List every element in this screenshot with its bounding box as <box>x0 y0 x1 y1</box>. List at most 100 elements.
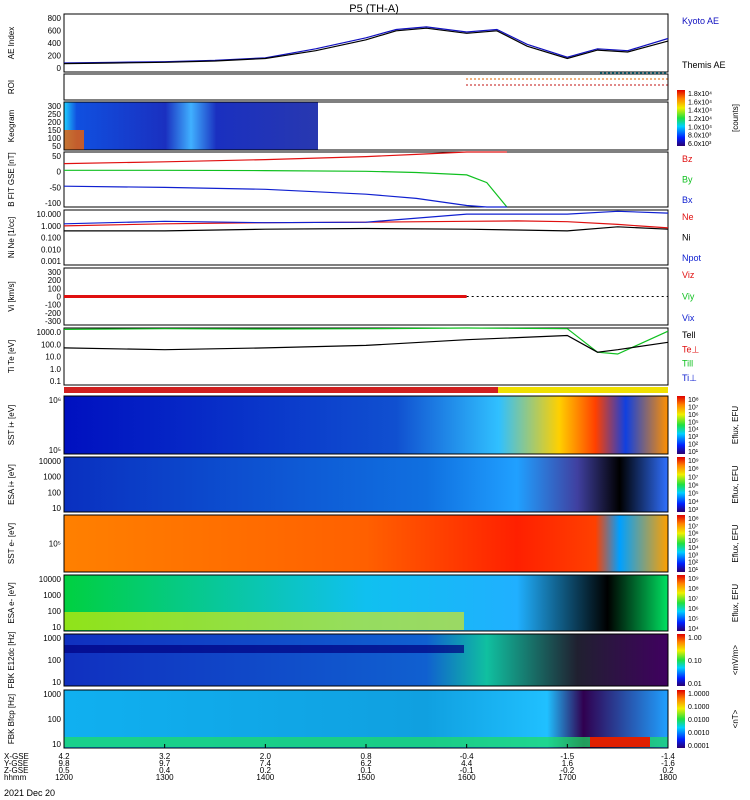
fbk-b-colorbar-tick: 0.1000 <box>688 704 710 711</box>
sst-e-colorbar-tick: 10⁴ <box>688 545 699 552</box>
temperature-ylabel: Ti Te [eV] <box>7 340 16 373</box>
sst-e-ylabel: SST e- [eV] <box>7 523 16 564</box>
density-legend-entry: Ne <box>682 212 694 222</box>
esa-electron-band <box>64 612 464 630</box>
density-ylabel: Ni Ne [1/cc] <box>7 217 16 258</box>
bfield-series-by <box>64 169 508 208</box>
esa-i-colorbar-tick: 10³ <box>688 507 699 514</box>
esa-i-ytick: 100 <box>48 488 62 497</box>
fbk-b-band <box>64 737 668 747</box>
sst-e-colorbar-tick: 10¹ <box>688 567 699 574</box>
bfield-legend-entry: By <box>682 175 693 185</box>
keogram-colorbar-tick: 6.0x10³ <box>688 141 712 148</box>
velocity-ytick: -100 <box>45 301 62 310</box>
density-ytick: 10.000 <box>37 210 62 219</box>
bfield-legend-entry: Bz <box>682 154 693 164</box>
esa-i-colorbar-tick: 10⁹ <box>688 458 699 465</box>
esa-i-ytick: 1000 <box>43 473 61 482</box>
esa-e-colorbar-tick: 10⁸ <box>688 586 699 593</box>
sst-e-colorbar-tick: 10² <box>688 560 699 567</box>
esa-electron-colorbar <box>677 575 685 631</box>
esa-e-colorbar-tick: 10⁵ <box>688 616 699 623</box>
sst-e-ytick: 10⁵ <box>49 540 61 549</box>
roi-frame <box>63 73 669 101</box>
fbk-e-colorbar-tick: 1.00 <box>688 635 702 642</box>
xaxis-tick-label: 1700 <box>558 773 576 782</box>
esa-e-ytick: 10000 <box>39 575 62 584</box>
temperature-ytick: 10.0 <box>45 353 61 362</box>
keogram-edge <box>64 130 84 150</box>
velocity-ytick: 200 <box>48 276 62 285</box>
sst-i-colorbar-label: Eflux, EFU <box>731 406 740 444</box>
keogram-ytick: 50 <box>52 142 61 151</box>
sst-e-colorbar-tick: 10⁵ <box>688 538 699 545</box>
sst-ion-colorbar <box>677 396 685 454</box>
sst-i-colorbar-tick: 10³ <box>688 434 699 441</box>
keogram-colorbar-tick: 1.2x10⁴ <box>688 116 712 123</box>
esa-e-frame <box>63 574 669 632</box>
esa-i-ylabel: ESA i+ [eV] <box>7 464 16 505</box>
sst-i-colorbar-tick: 10⁵ <box>688 419 699 426</box>
fbk-e-spectrogram <box>64 634 668 686</box>
keogram-colorbar-tick: 1.8x10⁴ <box>688 91 712 98</box>
sst-i-colorbar-tick: 10⁴ <box>688 427 699 434</box>
ae-ytick: 400 <box>48 39 62 48</box>
sst-e-colorbar-tick: 10⁸ <box>688 516 699 523</box>
data-curves <box>63 26 669 355</box>
fbk-b-ytick: 1000 <box>43 690 61 699</box>
xaxis-tick-label: 1500 <box>357 773 375 782</box>
xaxis-tick-label: 7.4 <box>260 759 272 768</box>
ae-series-themis-ae <box>63 27 669 65</box>
mode-bar <box>64 387 498 393</box>
velocity-legend-entry: Vix <box>682 313 695 323</box>
velocity-ytick: 0 <box>57 293 62 302</box>
xaxis-tick-label: 1800 <box>659 773 677 782</box>
xaxis-tick-label: 0.8 <box>360 752 372 761</box>
keogram-image <box>64 102 318 150</box>
sst-electron-colorbar <box>677 515 685 572</box>
sst-e-colorbar-tick: 10⁷ <box>688 523 699 530</box>
velocity-legend-entry: Viz <box>682 270 695 280</box>
temperature-legend-entry: Till <box>682 359 693 369</box>
ae-ytick: 0 <box>57 64 62 73</box>
esa-i-ytick: 10 <box>52 504 61 513</box>
xaxis-tick-label: 1400 <box>256 773 274 782</box>
xaxis-row-label: Y-GSE <box>4 759 28 768</box>
xaxis-tick-label: 2.0 <box>260 752 272 761</box>
esa-e-colorbar-tick: 10⁹ <box>688 576 699 583</box>
xaxis-tick-label: -0.2 <box>560 766 574 775</box>
sst-i-colorbar-tick: 10² <box>688 442 699 449</box>
keogram-ylabel: Keogram <box>7 109 16 142</box>
keogram-ytick: 200 <box>48 118 62 127</box>
xaxis-tick-label: 4.4 <box>461 759 473 768</box>
xaxis-tick-label: -1.5 <box>560 752 574 761</box>
xaxis-row-label: X-GSE <box>4 752 29 761</box>
sst-ion-spectrogram <box>64 396 668 454</box>
esa-ion-colorbar <box>677 457 685 512</box>
esa-i-colorbar-label: Eflux, EFU <box>731 465 740 503</box>
ae-series-kyoto-ae <box>63 26 669 64</box>
keogram-colorbar-label: [counts] <box>731 104 740 132</box>
sst-i-ytick: 10⁵ <box>49 446 61 455</box>
fbk-b-colorbar-tick: 0.0001 <box>688 743 710 750</box>
axis-labels: AE Index 800 600 400 200 0 Kyoto AE Themis AE RO… <box>4 14 740 782</box>
xaxis-tick-label: 0.1 <box>360 766 372 775</box>
xaxis-tick-label: -0.4 <box>460 752 474 761</box>
keogram-colorbar <box>677 90 685 146</box>
density-legend-entry: Npot <box>682 253 702 263</box>
sst-e-frame <box>63 514 669 573</box>
density-ytick: 0.010 <box>41 245 62 254</box>
xaxis-tick-label: 6.2 <box>360 759 372 768</box>
esa-e-colorbar-label: Eflux, EFU <box>731 584 740 622</box>
density-series-ne <box>63 220 669 229</box>
density-ytick: 1.000 <box>41 222 62 231</box>
sst-i-colorbar-tick: 10⁷ <box>688 404 699 411</box>
esa-e-ytick: 1000 <box>43 591 61 600</box>
panel-frames <box>63 13 669 749</box>
esa-i-frame <box>63 456 669 513</box>
temperature-frame <box>63 327 669 386</box>
fbk-b-colorbar-tick: 0.0100 <box>688 717 710 724</box>
density-ytick: 0.100 <box>41 234 62 243</box>
temperature-ytick: 0.1 <box>50 377 62 386</box>
xaxis-tick-label: 9.8 <box>58 759 70 768</box>
